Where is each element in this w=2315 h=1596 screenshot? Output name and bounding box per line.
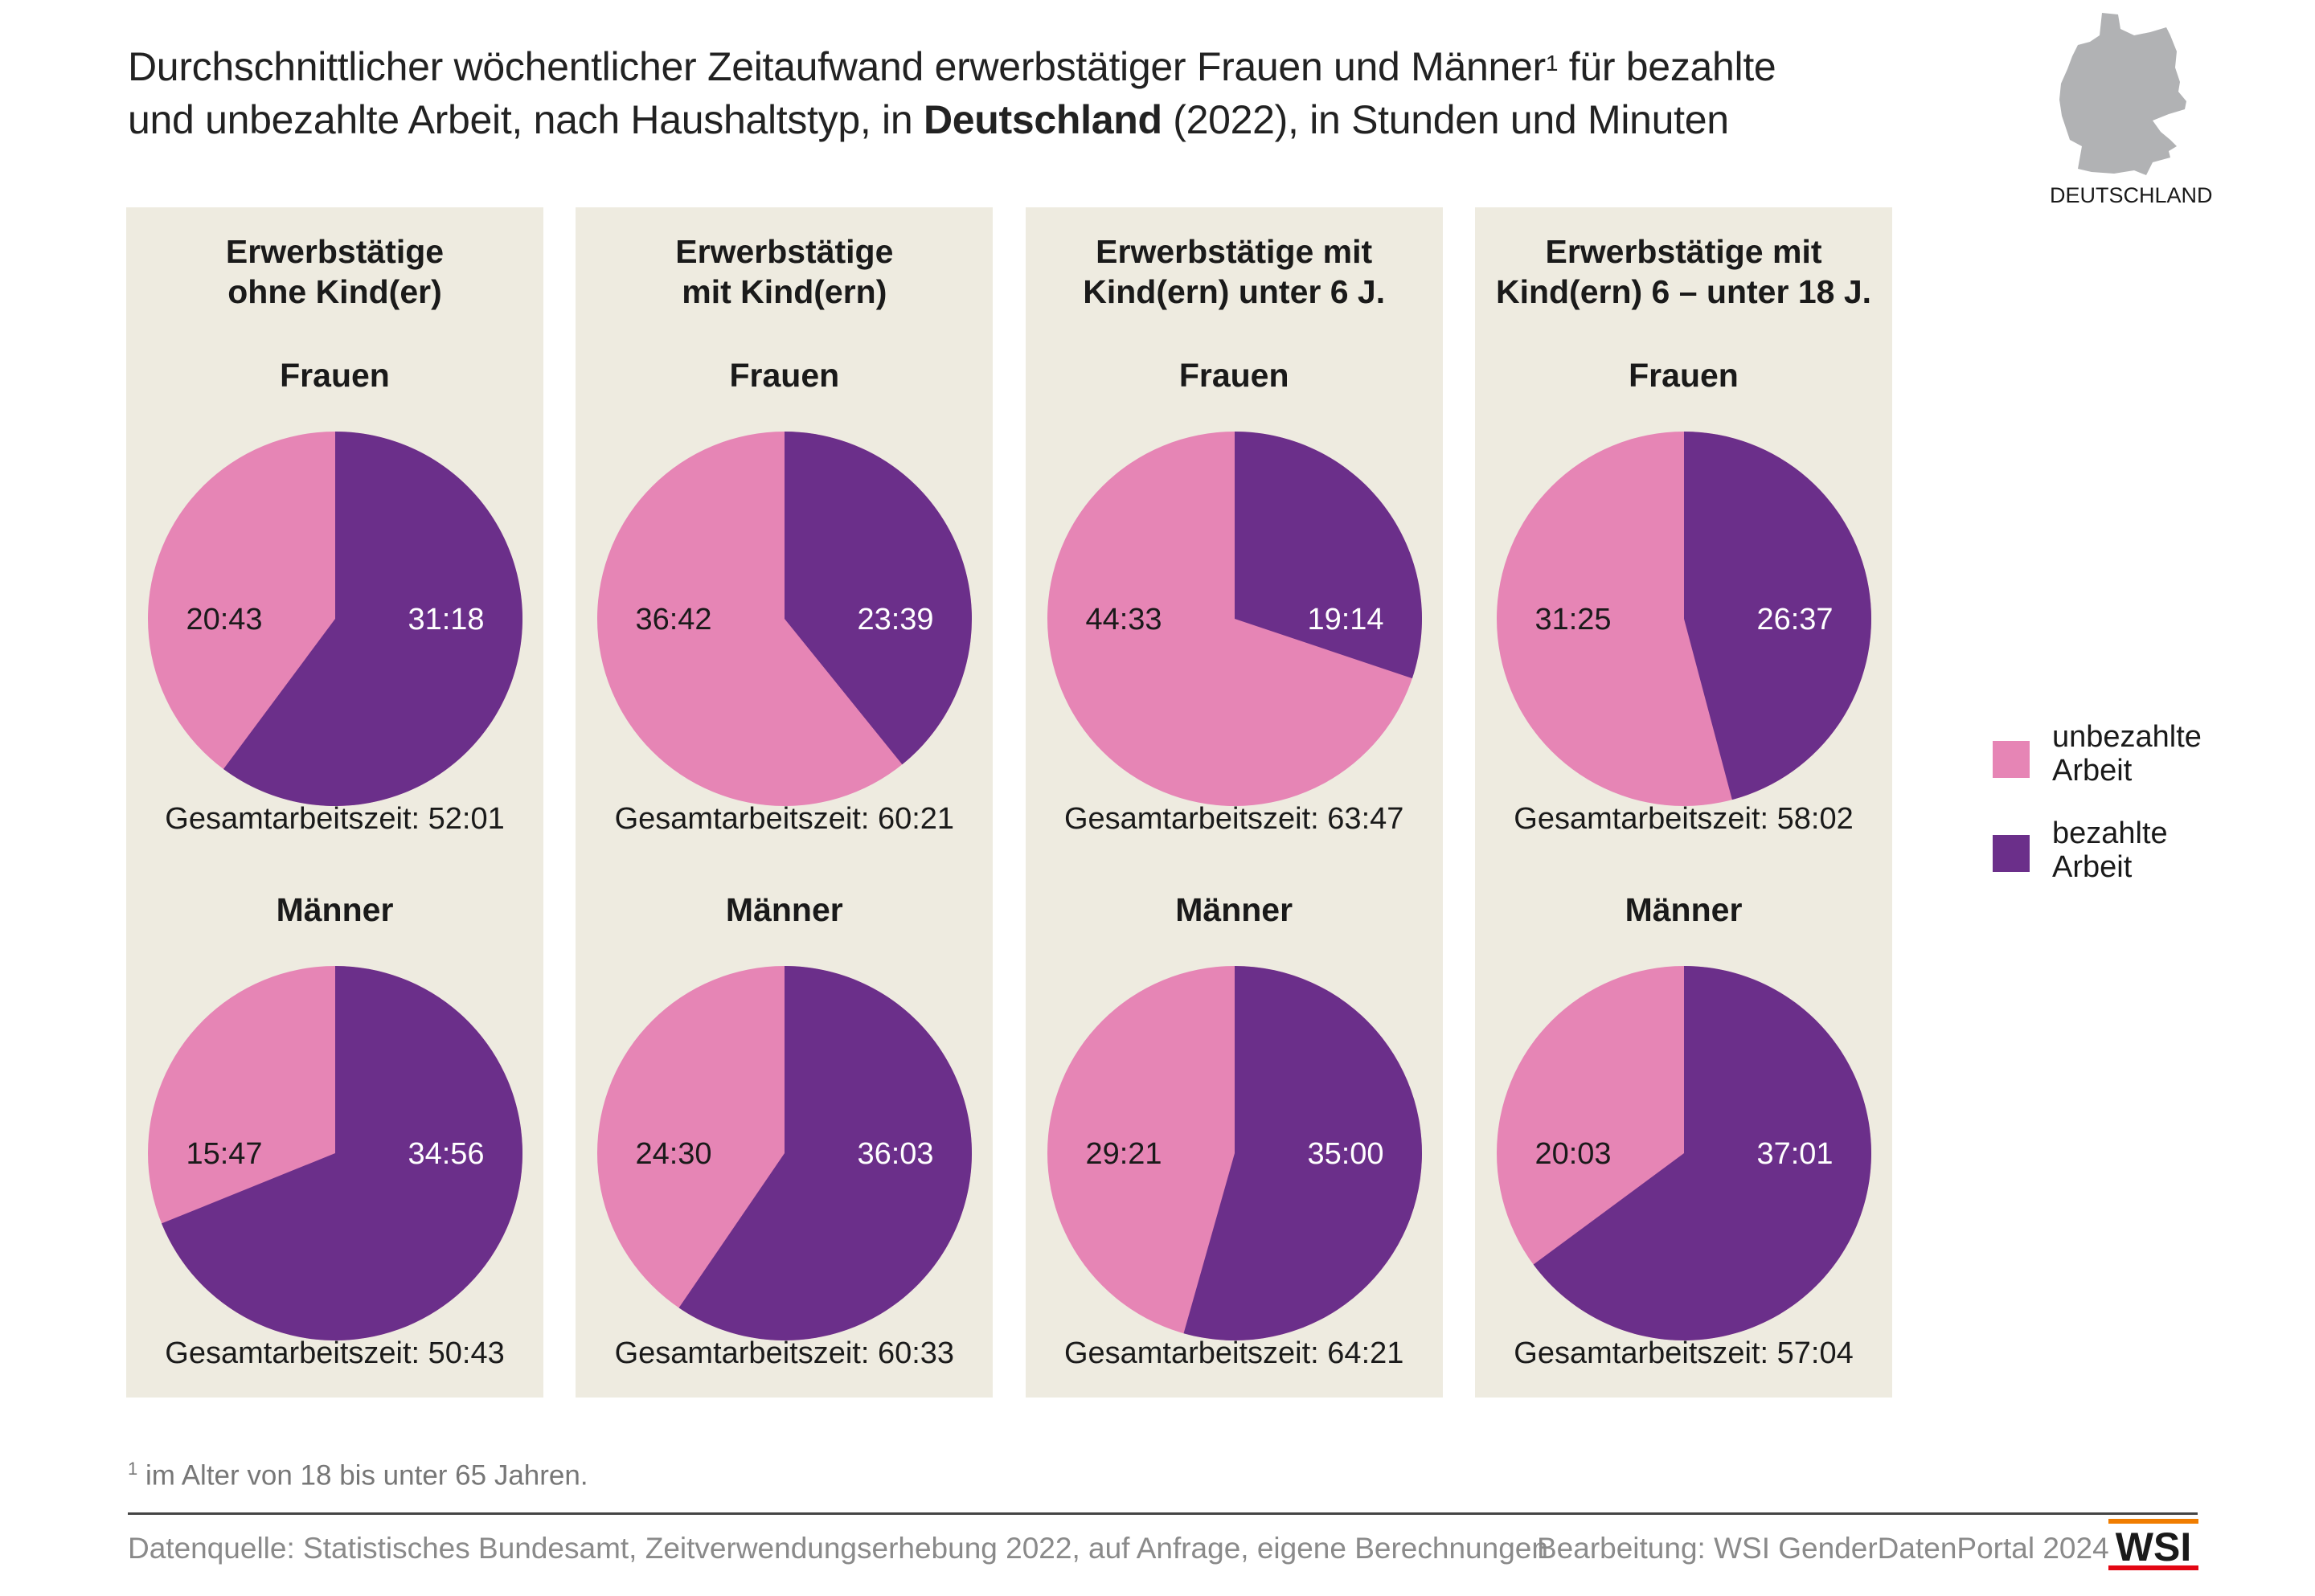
pie-slice-paid (678, 966, 973, 1340)
pie-maenner: 20:03 37:01 (1497, 966, 1871, 1340)
panel-title-line: ohne Kind(er) (227, 273, 442, 310)
footnote-mark: 1 (1545, 51, 1559, 76)
pie-frauen: 44:33 19:14 (1047, 432, 1422, 806)
total-time: Gesamtarbeitszeit: 57:04 (1514, 1336, 1854, 1370)
panel-title-line: Kind(ern) unter 6 J. (1083, 273, 1386, 310)
pie-frauen: 31:25 26:37 (1497, 432, 1871, 806)
pie-slice-paid (162, 966, 523, 1340)
pie-label-paid: 35:00 (1307, 1137, 1383, 1171)
pie-slice-paid (1684, 432, 1871, 800)
total-time: Gesamtarbeitszeit: 60:21 (614, 802, 955, 836)
sex-label-maenner: Männer (1175, 891, 1293, 928)
pie-slice-paid (1533, 966, 1871, 1340)
panel-title-line: Erwerbstätige (225, 233, 445, 270)
title-line1-end: für bezahlte (1558, 44, 1776, 89)
legend-text: unbezahlte (2052, 720, 2202, 754)
pie-slice-paid (785, 432, 973, 765)
panel-title-line: Erwerbstätige (675, 233, 894, 270)
panel-title-line: mit Kind(ern) (682, 273, 887, 310)
total-time: Gesamtarbeitszeit: 50:43 (165, 1336, 505, 1370)
wsi-logo: WSI (2108, 1519, 2198, 1570)
panel-title-line: Erwerbstätige mit (1545, 233, 1822, 270)
pie-label-paid: 34:56 (408, 1137, 484, 1171)
panel-2: Erwerbstätige mit Kind(ern) Frauen Gesamtar… (576, 207, 994, 1398)
pie-label-unpaid: 29:21 (1085, 1137, 1162, 1171)
pie-label-unpaid: 24:30 (636, 1137, 712, 1171)
pie-maenner: 29:21 35:00 (1047, 966, 1422, 1340)
pie-label-paid: 31:18 (408, 603, 484, 636)
legend-label-unpaid: unbezahlte Arbeit (2052, 720, 2293, 788)
pie-maenner: 15:47 34:56 (148, 966, 523, 1340)
sex-label-maenner: Männer (276, 891, 394, 928)
pie-label-unpaid: 15:47 (186, 1137, 262, 1171)
footnote-text: im Alter von 18 bis unter 65 Jahren. (137, 1459, 588, 1492)
pie-slice-paid (223, 432, 522, 806)
total-time: Gesamtarbeitszeit: 58:02 (1514, 802, 1854, 836)
chart-title: Durchschnittlicher wöchentlicher Zeitauf… (128, 40, 1776, 146)
panel-title: Erwerbstätige mit Kind(ern) (576, 231, 993, 312)
panel-title-line: Kind(ern) 6 – unter 18 J. (1495, 273, 1872, 310)
title-line1: Durchschnittlicher wöchentlicher Zeitauf… (128, 44, 1546, 89)
sex-label-maenner: Männer (725, 891, 843, 928)
pie-label-paid: 37:01 (1756, 1137, 1833, 1171)
pie-frauen: 20:43 31:18 (148, 432, 522, 806)
sex-label-frauen: Frauen (1178, 357, 1289, 394)
germany-map-icon (2059, 13, 2186, 175)
panel-title: Erwerbstätige ohne Kind(er) (126, 231, 543, 312)
total-time: Gesamtarbeitszeit: 52:01 (165, 802, 505, 836)
title-line2: und unbezahlte Arbeit, nach Haushaltstyp… (128, 97, 924, 142)
pie-frauen: 36:42 23:39 (597, 432, 973, 806)
sex-label-frauen: Frauen (729, 357, 840, 394)
pie-label-unpaid: 31:25 (1534, 603, 1611, 636)
total-time: Gesamtarbeitszeit: 63:47 (1063, 802, 1404, 836)
total-time: Gesamtarbeitszeit: 60:33 (614, 1336, 955, 1370)
legend-text: bezahlte (2052, 816, 2168, 850)
sex-label-maenner: Männer (1625, 891, 1743, 928)
source-text: Datenquelle: Statistisches Bundesamt, Ze… (128, 1532, 1548, 1565)
panel-4: Erwerbstätige mit Kind(ern) 6 – unter 18 … (1475, 207, 1892, 1398)
legend-label-paid: bezahlte Arbeit (2052, 816, 2293, 884)
panel-title: Erwerbstätige mit Kind(ern) 6 – unter 18 … (1475, 231, 1892, 312)
sex-label-frauen: Frauen (280, 357, 390, 394)
panel-title-line: Erwerbstätige mit (1096, 233, 1373, 270)
legend-text: Arbeit (2052, 754, 2133, 788)
pie-label-unpaid: 44:33 (1085, 603, 1162, 636)
title-line2-end: (2022), in Stunden und Minuten (1162, 97, 1729, 142)
legend-swatch-paid (1993, 835, 2030, 872)
pie-label-paid: 19:14 (1307, 603, 1383, 636)
divider (128, 1512, 2198, 1515)
pie-label-paid: 23:39 (858, 603, 934, 636)
pie-label-unpaid: 36:42 (636, 603, 712, 636)
pie-slice-paid (1234, 432, 1422, 679)
pie-maenner: 24:30 36:03 (597, 966, 973, 1340)
pie-label-unpaid: 20:03 (1534, 1137, 1611, 1171)
panel-3: Erwerbstätige mit Kind(ern) unter 6 J. Fra… (1025, 207, 1443, 1398)
panel-1: Erwerbstätige ohne Kind(er) Frauen Gesamtar… (126, 207, 543, 1398)
pie-label-paid: 26:37 (1756, 603, 1833, 636)
panel-title: Erwerbstätige mit Kind(ern) unter 6 J. (1026, 231, 1443, 312)
svg-text:WSI: WSI (2116, 1524, 2191, 1569)
legend-text: Arbeit (2052, 850, 2133, 884)
total-time: Gesamtarbeitszeit: 64:21 (1063, 1336, 1404, 1370)
credit-text: Bearbeitung: WSI GenderDatenPortal 2024 (1537, 1532, 2109, 1565)
map-label: DEUTSCHLAND (2050, 183, 2213, 207)
title-country: Deutschland (923, 97, 1162, 142)
legend-swatch-unpaid (1993, 741, 2030, 778)
sex-label-frauen: Frauen (1629, 357, 1739, 394)
pie-label-paid: 36:03 (858, 1137, 934, 1171)
footnote-mark: 1 (128, 1459, 138, 1479)
footnote: 1 im Alter von 18 bis unter 65 Jahren. (128, 1459, 588, 1492)
pie-slice-paid (1183, 966, 1422, 1340)
pie-label-unpaid: 20:43 (186, 603, 262, 636)
